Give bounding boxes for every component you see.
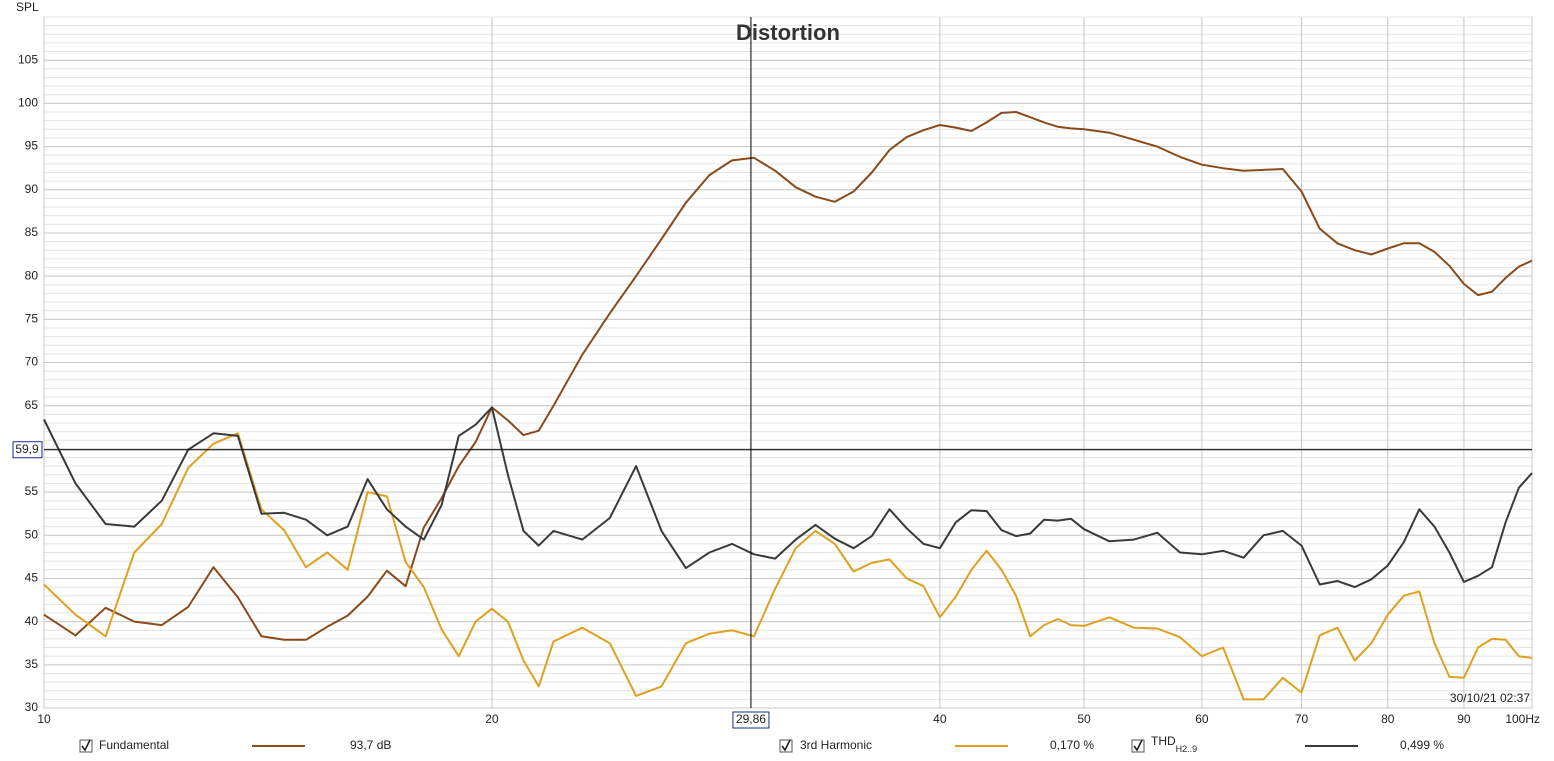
legend-name-sub: H2..9: [1176, 744, 1198, 754]
chart-title: Distortion: [736, 20, 840, 45]
legend-name: Fundamental: [99, 738, 169, 752]
x-tick-label: 50: [1077, 712, 1091, 726]
x-tick-label: 100Hz: [1505, 712, 1540, 726]
x-tick-label: 40: [933, 712, 947, 726]
x-tick-label: 10: [37, 712, 51, 726]
cursor-y-label: 59,9: [15, 442, 39, 456]
legend-label: 3rd Harmonic: [800, 738, 872, 752]
series-line: [43, 432, 1533, 701]
legend-checkbox[interactable]: [79, 739, 93, 753]
legend-label: Fundamental: [99, 738, 169, 752]
legend-checkbox[interactable]: [1131, 739, 1145, 753]
y-tick-label: 40: [25, 614, 39, 628]
legend-readout: 93,7 dB: [350, 738, 391, 752]
y-tick-label: 65: [25, 398, 39, 412]
legend-checkbox[interactable]: [779, 739, 793, 753]
legend-readout: 0,499 %: [1400, 738, 1444, 752]
grid: [43, 16, 1533, 709]
series-line: [43, 406, 1533, 589]
y-axis-label: SPL: [16, 0, 39, 14]
y-tick-label: 30: [25, 700, 39, 714]
y-tick-label: 35: [25, 657, 39, 671]
cursor-y-box: [12, 441, 43, 459]
x-tick-label: 80: [1381, 712, 1395, 726]
legend-checkmark: [1133, 739, 1143, 752]
legend-label: THDH2..9: [1151, 734, 1197, 754]
y-tick-label: 80: [25, 268, 39, 282]
y-tick-label: 75: [25, 311, 39, 325]
x-tick-label: 90: [1457, 712, 1471, 726]
y-tick-label: 50: [25, 527, 39, 541]
y-tick-label: 85: [25, 225, 39, 239]
y-tick-label: 70: [25, 355, 39, 369]
lines: [43, 17, 1533, 708]
y-tick-label: 100: [18, 96, 38, 110]
y-tick-label: 105: [18, 52, 38, 66]
y-tick-label: 55: [25, 484, 39, 498]
legend-name: THD: [1151, 734, 1176, 748]
x-tick-label: 60: [1195, 712, 1209, 726]
series-line: [43, 111, 1533, 641]
y-tick-label: 90: [25, 182, 39, 196]
x-tick-label: 70: [1295, 712, 1309, 726]
x-tick-label: 20: [485, 712, 499, 726]
legend-readout: 0,170 %: [1050, 738, 1094, 752]
cursor-x-label: 29,86: [736, 712, 766, 726]
legend-checkmark: [781, 739, 791, 752]
y-tick-label: 95: [25, 139, 39, 153]
legend-name: 3rd Harmonic: [800, 738, 872, 752]
y-tick-label: 45: [25, 571, 39, 585]
timestamp: 30/10/21 02:37: [1450, 691, 1530, 705]
legend-checkmark: [81, 739, 91, 752]
labels: 30 35 40 45 50 55 60 65 70 75 80 85 90 95 100 105 10 20 40…: [12, 52, 1540, 754]
cursor-x-box: [732, 711, 770, 729]
